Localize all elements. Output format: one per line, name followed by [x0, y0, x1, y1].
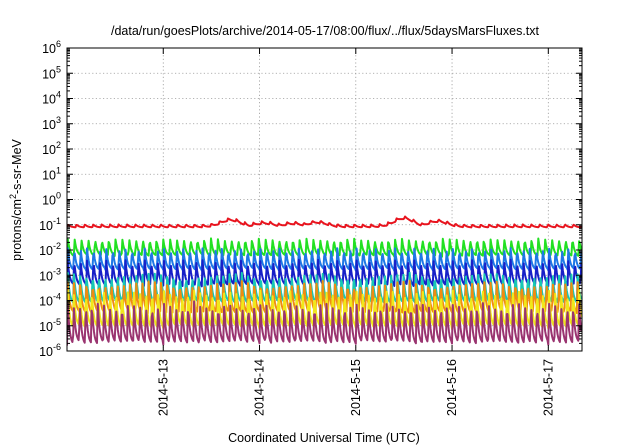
y-tick-label-base: 10	[39, 244, 53, 258]
y-tick-label-exp: -6	[53, 342, 61, 352]
y-tick-label: 103	[42, 115, 61, 132]
series-line-7	[67, 289, 582, 330]
y-tick-label-exp: 2	[56, 140, 61, 150]
x-tick-label: 2014-5-13	[156, 359, 170, 416]
y-tick-label: 10-3	[39, 266, 61, 283]
y-tick-label: 100	[42, 191, 61, 208]
y-tick-label: 10-2	[39, 241, 61, 258]
plot-area	[66, 47, 583, 352]
x-tick-label: 2014-5-14	[253, 359, 267, 416]
y-tick-label-exp: 3	[56, 115, 61, 125]
x-axis-label: Coordinated Universal Time (UTC)	[228, 431, 420, 445]
y-tick-label-exp: 1	[56, 165, 61, 175]
y-tick-label: 10-4	[39, 292, 61, 309]
y-tick-label-base: 10	[42, 93, 56, 107]
axis-ticks	[67, 47, 582, 352]
y-tick-label: 10-1	[39, 216, 61, 233]
y-tick-label-exp: 4	[56, 90, 61, 100]
x-tick-label: 2014-5-17	[541, 359, 555, 416]
series-line-3	[67, 247, 582, 272]
series-layer	[67, 215, 582, 346]
y-tick-label: 101	[42, 165, 61, 182]
y-tick-label-base: 10	[39, 295, 53, 309]
y-tick-label-exp: 5	[56, 64, 61, 74]
y-tick-label: 105	[42, 64, 61, 81]
y-tick-label-exp: -1	[53, 216, 61, 226]
y-tick-label-exp: -3	[53, 266, 61, 276]
y-tick-label-base: 10	[39, 269, 53, 283]
y-tick-label-exp: 0	[56, 191, 61, 201]
y-tick-label: 104	[42, 90, 61, 107]
y-tick-label-base: 10	[42, 118, 56, 132]
y-tick-label-base: 10	[42, 143, 56, 157]
y-tick-label: 10-6	[39, 342, 61, 359]
y-tick-label-base: 10	[42, 42, 56, 56]
y-tick-label: 10-5	[39, 317, 61, 334]
y-tick-label-base: 10	[39, 320, 53, 334]
y-axis-label: protons/cm2-s-sr-MeV	[8, 138, 24, 260]
x-tick-label: 2014-5-16	[445, 359, 459, 416]
series-line-8	[67, 300, 582, 346]
x-tick-label: 2014-5-15	[349, 359, 363, 416]
y-axis-label-sup: 2	[8, 194, 18, 199]
series-line-1	[67, 215, 582, 229]
y-tick-label-exp: 6	[56, 39, 61, 49]
y-tick-label-base: 10	[42, 168, 56, 182]
x-axis-tick-labels: 2014-5-13 2014-5-14 2014-5-15 2014-5-16 2014…	[156, 359, 555, 416]
y-tick-label-exp: -5	[53, 317, 61, 327]
y-axis-tick-labels: 10-610-510-410-310-210-11001011021031041…	[39, 39, 61, 359]
y-tick-label: 106	[42, 39, 61, 56]
y-tick-label-exp: -2	[53, 241, 61, 251]
y-tick-label-base: 10	[39, 219, 53, 233]
y-tick-label-base: 10	[39, 345, 53, 359]
y-tick-label: 102	[42, 140, 61, 157]
y-axis-label-base: protons/cm	[10, 199, 24, 261]
y-axis-label-rest: -s-sr-MeV	[10, 138, 24, 194]
y-tick-label-base: 10	[42, 67, 56, 81]
y-tick-label-exp: -4	[53, 292, 61, 302]
y-tick-label-base: 10	[42, 194, 56, 208]
chart-title: /data/run/goesPlots/archive/2014-05-17/0…	[111, 24, 540, 38]
